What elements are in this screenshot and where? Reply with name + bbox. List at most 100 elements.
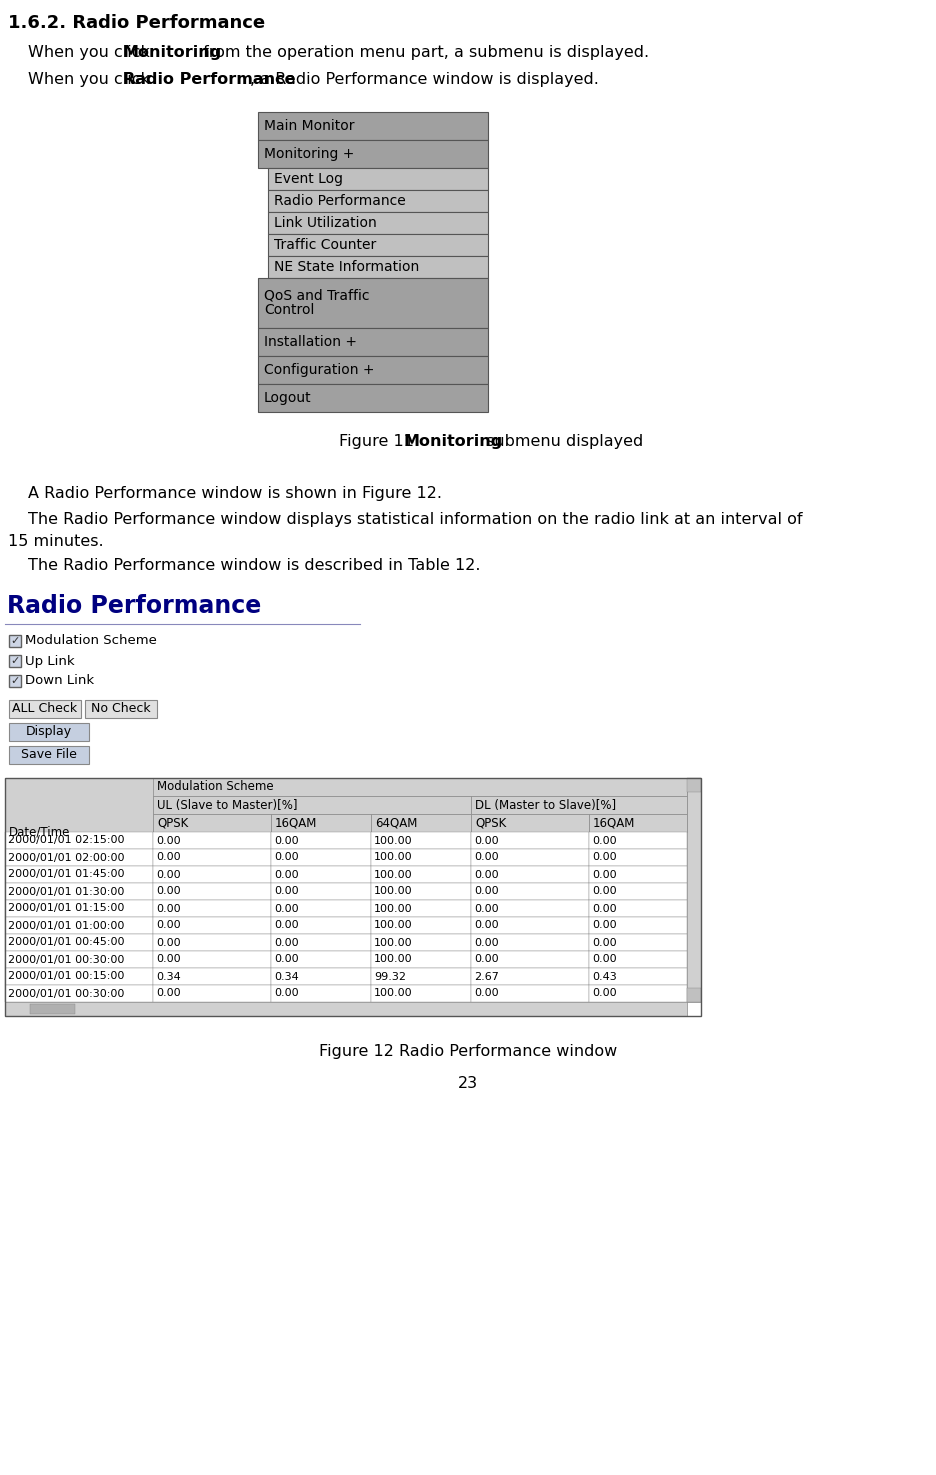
Text: 0.00: 0.00: [474, 938, 499, 947]
Text: 0.00: 0.00: [592, 853, 617, 863]
Bar: [9, 655, 21, 667]
Text: 0.00: 0.00: [274, 869, 299, 879]
Text: 100.00: 100.00: [374, 886, 413, 897]
Text: 0.00: 0.00: [592, 954, 617, 965]
Bar: [371, 866, 471, 884]
Text: Modulation Scheme: Modulation Scheme: [25, 634, 157, 648]
Text: No Check: No Check: [91, 702, 151, 715]
Text: Event Log: Event Log: [274, 173, 343, 186]
Bar: [268, 257, 488, 277]
Text: 100.00: 100.00: [374, 835, 413, 845]
Text: UL (Slave to Master)[%]: UL (Slave to Master)[%]: [157, 798, 298, 811]
Text: Figure 12 Radio Performance window: Figure 12 Radio Performance window: [319, 1044, 617, 1059]
Text: The Radio Performance window is described in Table 12.: The Radio Performance window is describe…: [28, 558, 480, 572]
Text: When you click: When you click: [28, 72, 155, 87]
Text: Monitoring: Monitoring: [123, 46, 222, 60]
Text: 100.00: 100.00: [374, 920, 413, 931]
Text: 0.00: 0.00: [156, 904, 181, 913]
Text: 0.43: 0.43: [592, 972, 617, 981]
Text: Logout: Logout: [264, 391, 312, 406]
Bar: [5, 884, 153, 900]
Bar: [153, 814, 271, 832]
Text: Monitoring: Monitoring: [403, 434, 503, 448]
Text: Save File: Save File: [22, 748, 77, 761]
Text: 0.00: 0.00: [274, 920, 299, 931]
Text: Monitoring +: Monitoring +: [264, 148, 355, 161]
Bar: [271, 866, 371, 884]
Text: Radio Performance: Radio Performance: [274, 195, 405, 208]
Bar: [153, 832, 271, 850]
Bar: [271, 917, 371, 934]
Text: 0.00: 0.00: [156, 835, 181, 845]
Text: 100.00: 100.00: [374, 988, 413, 999]
Text: 0.34: 0.34: [156, 972, 181, 981]
Text: 2000/01/01 01:00:00: 2000/01/01 01:00:00: [8, 920, 124, 931]
Bar: [471, 900, 589, 917]
Text: Main Monitor: Main Monitor: [264, 119, 355, 133]
Bar: [471, 850, 589, 866]
Text: 0.00: 0.00: [156, 954, 181, 965]
Bar: [5, 866, 153, 884]
Bar: [271, 934, 371, 951]
Text: Radio Performance: Radio Performance: [7, 594, 261, 618]
Text: 0.00: 0.00: [474, 904, 499, 913]
Text: 0.00: 0.00: [156, 938, 181, 947]
Bar: [258, 384, 488, 412]
Bar: [687, 988, 701, 1002]
Bar: [5, 1002, 687, 1016]
Text: 2000/01/01 00:30:00: 2000/01/01 00:30:00: [8, 988, 124, 999]
Bar: [371, 884, 471, 900]
Text: from the operation menu part, a submenu is displayed.: from the operation menu part, a submenu …: [197, 46, 649, 60]
Bar: [589, 934, 687, 951]
Bar: [153, 934, 271, 951]
Bar: [9, 746, 89, 764]
Text: 64QAM: 64QAM: [375, 817, 417, 829]
Text: Display: Display: [26, 726, 72, 739]
Bar: [5, 900, 153, 917]
Bar: [268, 212, 488, 235]
Text: 2000/01/01 01:15:00: 2000/01/01 01:15:00: [8, 904, 124, 913]
Bar: [589, 814, 687, 832]
Bar: [371, 951, 471, 968]
Bar: [589, 884, 687, 900]
Text: 0.00: 0.00: [474, 869, 499, 879]
Text: Link Utilization: Link Utilization: [274, 215, 377, 230]
Text: 0.00: 0.00: [474, 954, 499, 965]
Bar: [471, 951, 589, 968]
Bar: [5, 917, 153, 934]
Text: Control: Control: [264, 304, 314, 317]
Bar: [9, 701, 81, 718]
Bar: [271, 951, 371, 968]
Bar: [268, 190, 488, 212]
Text: 0.00: 0.00: [274, 835, 299, 845]
Text: ✓: ✓: [10, 676, 20, 686]
Bar: [471, 968, 589, 985]
Text: 100.00: 100.00: [374, 853, 413, 863]
Text: Installation +: Installation +: [264, 335, 357, 350]
Text: 99.32: 99.32: [374, 972, 406, 981]
Text: 2000/01/01 01:30:00: 2000/01/01 01:30:00: [8, 886, 124, 897]
Text: QoS and Traffic: QoS and Traffic: [264, 289, 370, 302]
Bar: [371, 832, 471, 850]
Bar: [371, 900, 471, 917]
Bar: [5, 832, 153, 850]
Text: 2000/01/01 00:30:00: 2000/01/01 00:30:00: [8, 954, 124, 965]
Text: ✓: ✓: [10, 656, 20, 667]
Text: 15 minutes.: 15 minutes.: [8, 534, 104, 549]
Text: submenu displayed: submenu displayed: [481, 434, 644, 448]
Text: 0.00: 0.00: [274, 938, 299, 947]
Bar: [85, 701, 157, 718]
Text: 0.00: 0.00: [592, 835, 617, 845]
Text: NE State Information: NE State Information: [274, 260, 419, 274]
Bar: [268, 168, 488, 190]
Text: 2000/01/01 00:15:00: 2000/01/01 00:15:00: [8, 972, 124, 981]
Text: 2.67: 2.67: [474, 972, 499, 981]
Text: 1.6.2. Radio Performance: 1.6.2. Radio Performance: [8, 13, 265, 32]
Text: 100.00: 100.00: [374, 904, 413, 913]
Bar: [471, 796, 687, 814]
Text: Date/Time: Date/Time: [9, 826, 70, 838]
Bar: [258, 355, 488, 384]
Bar: [271, 832, 371, 850]
Text: 2000/01/01 02:15:00: 2000/01/01 02:15:00: [8, 835, 124, 845]
Text: 0.00: 0.00: [156, 920, 181, 931]
